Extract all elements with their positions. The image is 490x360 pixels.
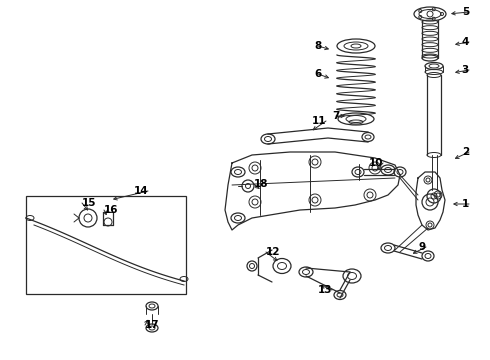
Text: 7: 7: [332, 111, 340, 121]
Text: 4: 4: [462, 37, 469, 47]
Text: 10: 10: [368, 158, 383, 168]
Text: 5: 5: [462, 7, 469, 17]
Text: 11: 11: [312, 116, 326, 126]
Text: 17: 17: [145, 320, 160, 330]
Text: 12: 12: [266, 247, 280, 257]
Bar: [26, 196, 186, 294]
Text: 8: 8: [315, 41, 321, 51]
Text: 13: 13: [318, 285, 332, 295]
Text: 14: 14: [133, 186, 148, 196]
Text: 15: 15: [82, 198, 97, 208]
Text: 6: 6: [315, 69, 321, 79]
Text: 2: 2: [462, 147, 469, 157]
Text: 18: 18: [254, 179, 269, 189]
Text: 16: 16: [104, 205, 119, 215]
Text: 3: 3: [462, 65, 469, 75]
Text: 9: 9: [419, 242, 426, 252]
Text: 1: 1: [462, 199, 469, 209]
